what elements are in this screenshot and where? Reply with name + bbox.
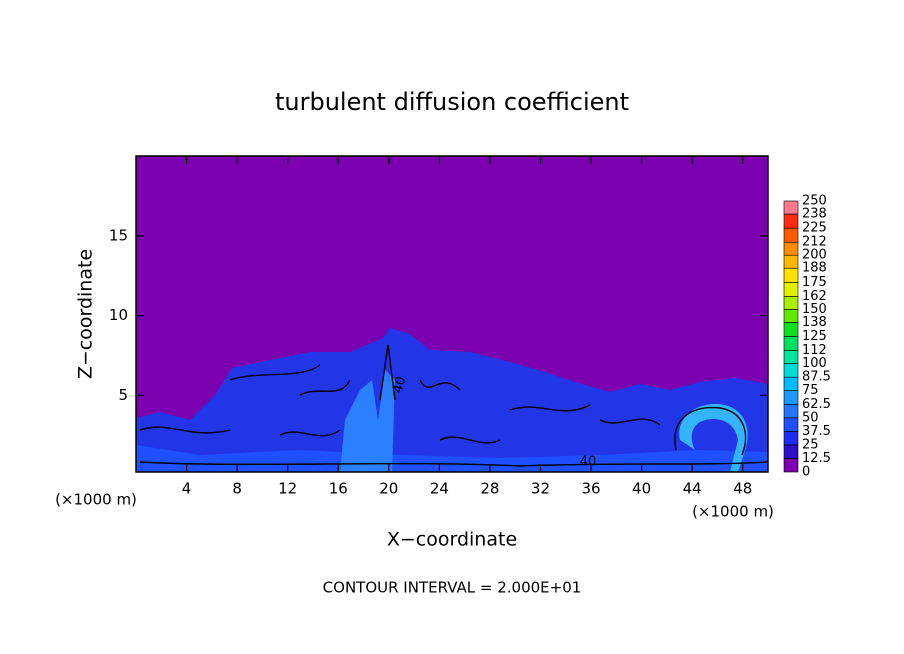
colorbar-label: 200	[802, 248, 827, 263]
colorbar-band	[783, 281, 799, 297]
field-region	[340, 370, 395, 472]
colorbar-band	[783, 213, 799, 229]
x-tick-label: 44	[683, 480, 702, 498]
colorbar-label: 87.5	[802, 370, 831, 385]
colorbar-label: 12.5	[802, 451, 831, 466]
x-unit-right: (×1000 m)	[692, 503, 774, 521]
colorbar-label: 112	[802, 343, 827, 358]
x-tick-label: 40	[632, 480, 651, 498]
colorbar-band	[783, 241, 799, 256]
colorbar-label: 250	[802, 194, 827, 209]
x-tick-label: 20	[379, 480, 398, 498]
x-tick-label: 16	[329, 480, 348, 498]
colorbar-label: 225	[802, 221, 827, 236]
colorbar-band	[783, 309, 799, 323]
plot-frame	[135, 155, 769, 473]
colorbar-band	[783, 363, 799, 378]
colorbar-label: 100	[802, 356, 827, 371]
chart-title: turbulent diffusion coefficient	[275, 88, 629, 116]
contour-line	[139, 344, 769, 467]
contour-label: 40	[580, 455, 597, 470]
colorbar-band	[783, 336, 799, 351]
x-tick-label: 12	[278, 480, 297, 498]
y-tick-label: 15	[109, 226, 128, 244]
field-region	[136, 328, 768, 472]
colorbar-band	[783, 403, 799, 419]
x-tick-label: 24	[430, 480, 449, 498]
field-region	[679, 404, 748, 472]
x-tick-label: 8	[232, 480, 242, 498]
colorbar-label: 212	[802, 235, 827, 250]
y-axis-label: Z−coordinate	[75, 249, 97, 379]
colorbar-label: 238	[802, 207, 827, 222]
colorbar-label: 37.5	[802, 424, 831, 439]
colorbar-band	[783, 296, 799, 310]
colorbar-label: 62.5	[802, 397, 831, 412]
x-tick-label: 36	[581, 480, 600, 498]
colorbar-label: 188	[802, 261, 827, 276]
y-tick-label: 5	[118, 386, 128, 404]
y-tick-label: 10	[109, 306, 128, 324]
colorbar-band	[783, 376, 799, 391]
x-tick-label: 32	[531, 480, 550, 498]
colorbar-label: 138	[802, 315, 827, 330]
colorbar-band	[783, 322, 799, 337]
colorbar-label: 50	[802, 410, 819, 425]
colorbar-band	[783, 227, 799, 243]
colorbar-label: 25	[802, 437, 819, 452]
x-axis-label: X−coordinate	[387, 529, 517, 551]
colorbar-band	[783, 254, 799, 269]
colorbar-band	[783, 458, 799, 473]
x-tick-label: 48	[733, 480, 752, 498]
colorbar-label: 0	[802, 465, 810, 480]
x-tick-label: 28	[480, 480, 499, 498]
contour-label: 40	[391, 375, 410, 395]
footer: CONTOUR INTERVAL = 2.000E+01	[323, 579, 582, 597]
colorbar-band	[783, 417, 799, 432]
x-unit-left: (×1000 m)	[55, 491, 137, 509]
field: 40 40	[136, 156, 769, 472]
colorbar-band	[783, 444, 799, 459]
colorbar-band	[783, 431, 799, 446]
field-region	[136, 445, 768, 472]
colorbar-band	[783, 267, 799, 283]
colorbar-label: 175	[802, 275, 827, 290]
colorbar-band	[783, 350, 799, 364]
colorbar-label: 150	[802, 302, 827, 317]
colorbar-band	[783, 200, 799, 215]
colorbar-label: 125	[802, 329, 827, 344]
x-tick-label: 4	[182, 480, 192, 498]
colorbar-label: 162	[802, 289, 827, 304]
colorbar-band	[783, 390, 799, 405]
colorbar-label: 75	[802, 383, 819, 398]
